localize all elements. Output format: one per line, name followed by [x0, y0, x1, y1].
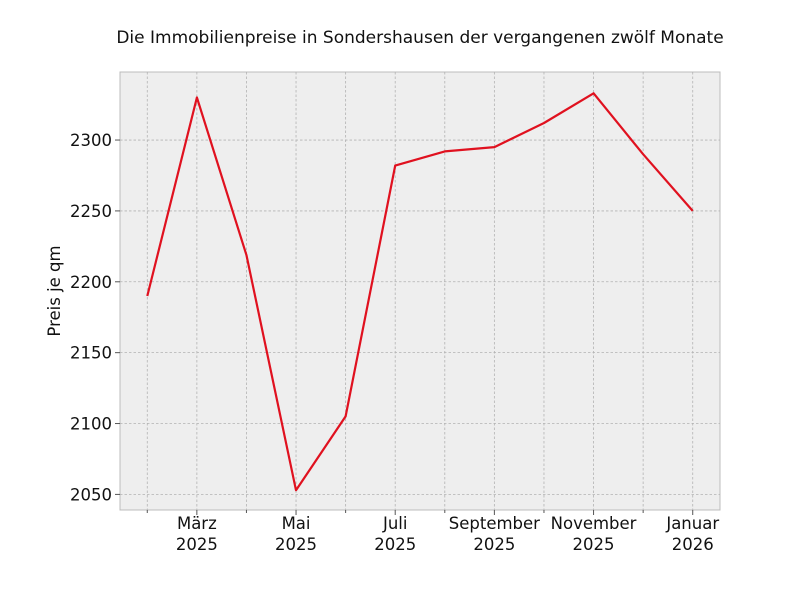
y-axis-label: Preis je qm: [45, 245, 64, 336]
plot-area: [119, 71, 721, 511]
x-tick-label-line: 2025: [176, 535, 218, 554]
x-tick-label-line: 2026: [672, 535, 714, 554]
x-tick-label: März 2025: [176, 514, 218, 554]
y-tick-label: 2250: [70, 202, 112, 221]
series-layer: [146, 92, 694, 492]
x-tick-label-line: 2025: [473, 535, 515, 554]
y-tick-label: 2150: [70, 344, 112, 363]
x-tick-label-line: Juli: [382, 514, 408, 533]
x-tick-label-line: März: [177, 514, 217, 533]
y-tick-label: 2300: [70, 131, 112, 150]
x-tick-label: September 2025: [449, 514, 540, 554]
price-series-line: [146, 92, 694, 492]
plot-background: [119, 71, 721, 511]
chart-title: Die Immobilienpreise in Sondershausen de…: [116, 28, 723, 48]
x-tick-label: Juli 2025: [374, 514, 416, 554]
x-tick-label-line: Januar: [665, 514, 719, 533]
x-tick-label-line: Mai: [282, 514, 311, 533]
x-tick-label-line: 2025: [275, 535, 317, 554]
y-tick-label: 2100: [70, 415, 112, 434]
y-tick-label: 2050: [70, 485, 112, 504]
x-tick-label: Januar 2026: [665, 514, 719, 554]
y-tick-label: 2200: [70, 273, 112, 292]
x-tick-label-line: November: [551, 514, 637, 533]
x-tick-label-line: 2025: [374, 535, 416, 554]
x-tick-label: November 2025: [551, 514, 637, 554]
x-tick-label-line: 2025: [573, 535, 615, 554]
x-tick-label: Mai 2025: [275, 514, 317, 554]
x-tick-label-line: September: [449, 514, 540, 533]
grid: [120, 72, 720, 510]
